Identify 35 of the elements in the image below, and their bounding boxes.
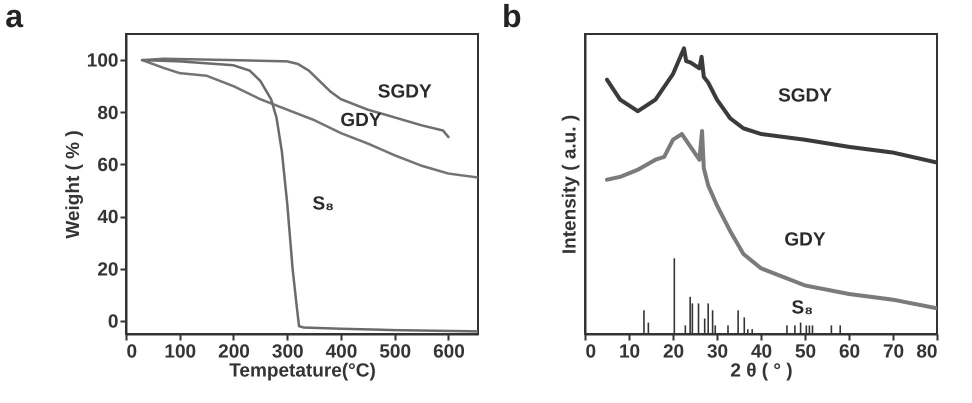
y-tick-label: 80	[97, 102, 118, 124]
y-axis-title: Weight ( % )	[62, 130, 84, 239]
series-label: S₈	[312, 194, 334, 215]
x-tick-label: 50	[794, 342, 816, 362]
x-tick-label: 200	[218, 342, 250, 362]
series-label: S₈	[792, 297, 814, 318]
y-tick-label: 100	[86, 50, 118, 72]
x-tick-label: 300	[272, 342, 304, 362]
line-series	[140, 58, 478, 333]
x-tick-label: 400	[326, 342, 358, 362]
x-axis-title: 2 θ ( ° )	[730, 360, 793, 382]
y-tick-label: 20	[97, 259, 118, 280]
x-tick-label: 0	[586, 342, 596, 362]
x-tick-label: 100	[164, 342, 196, 362]
x-tick-label: 60	[838, 342, 860, 362]
x-axis-title: Tempetature(°C)	[229, 360, 376, 382]
y-tick-label: 0	[108, 311, 118, 332]
x-tick-label: 70	[882, 342, 904, 362]
x-tick-label: 600	[433, 342, 465, 362]
y-axis-title: Intensity ( a.u. )	[560, 114, 580, 254]
x-tick-label: 0	[126, 342, 138, 362]
x-tick-label: 10	[618, 342, 640, 362]
series-label: GDY	[784, 229, 826, 250]
x-tick-label: 40	[750, 342, 772, 362]
series-label: SGDY	[378, 81, 432, 102]
x-tick-label: 20	[662, 342, 684, 362]
chart-title: a	[5, 0, 24, 34]
series-label: GDY	[340, 110, 382, 132]
x-tick-label: 500	[379, 342, 412, 362]
y-tick-label: 60	[97, 154, 118, 176]
chart-title: b	[502, 0, 522, 34]
series-label: SGDY	[778, 86, 832, 107]
x-tick-label: 80	[916, 342, 938, 362]
x-tick-label: 30	[706, 342, 728, 362]
y-tick-label: 40	[97, 207, 118, 228]
